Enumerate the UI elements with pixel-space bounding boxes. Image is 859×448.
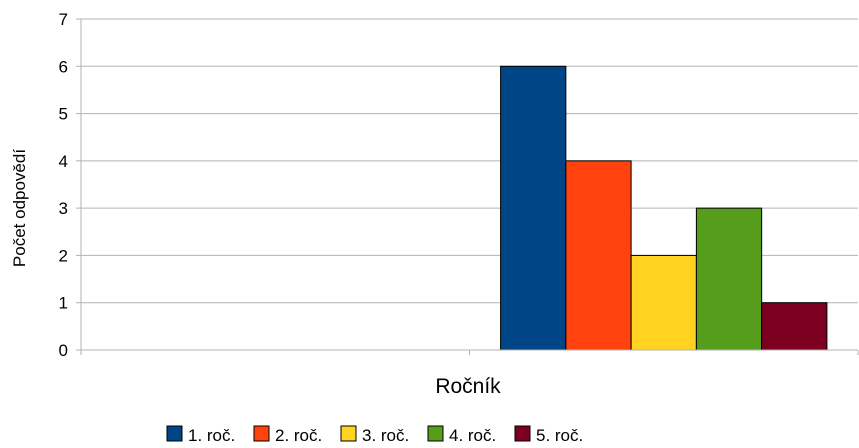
legend-label: 5. roč. (536, 426, 583, 445)
legend-label: 3. roč. (362, 426, 409, 445)
legend-swatch (340, 425, 357, 442)
legend-swatch (166, 425, 183, 442)
y-tick-label: 3 (59, 199, 68, 218)
axes (76, 18, 859, 355)
legend-swatch (253, 425, 270, 442)
bar-4 (695, 207, 763, 351)
y-tick-label: 4 (59, 152, 68, 171)
y-tick-label: 1 (59, 294, 68, 313)
legend-label: 2. roč. (275, 426, 322, 445)
bar-1 (500, 65, 567, 351)
bars (500, 65, 828, 351)
y-tick-label: 7 (59, 10, 68, 29)
bar-3 (630, 254, 697, 351)
bar-2 (565, 160, 632, 351)
legend-label: 1. roč. (188, 426, 235, 445)
y-tick-label: 2 (59, 246, 68, 265)
legend-swatch (514, 425, 531, 442)
bar-5 (761, 302, 828, 351)
legend-swatch (427, 425, 444, 442)
y-tick-labels: 0 1 2 3 4 5 6 7 (59, 10, 68, 360)
grid-lines (81, 18, 858, 304)
x-axis-title: Ročník (435, 375, 501, 398)
y-tick-label: 0 (59, 341, 68, 360)
y-axis-title: Počet odpovědí (10, 149, 29, 267)
legend: 1. roč. 2. roč. 3. roč. 4. roč. 5. roč. (166, 425, 583, 445)
y-tick-label: 6 (59, 57, 68, 76)
y-tick-label: 5 (59, 105, 68, 124)
legend-label: 4. roč. (449, 426, 496, 445)
